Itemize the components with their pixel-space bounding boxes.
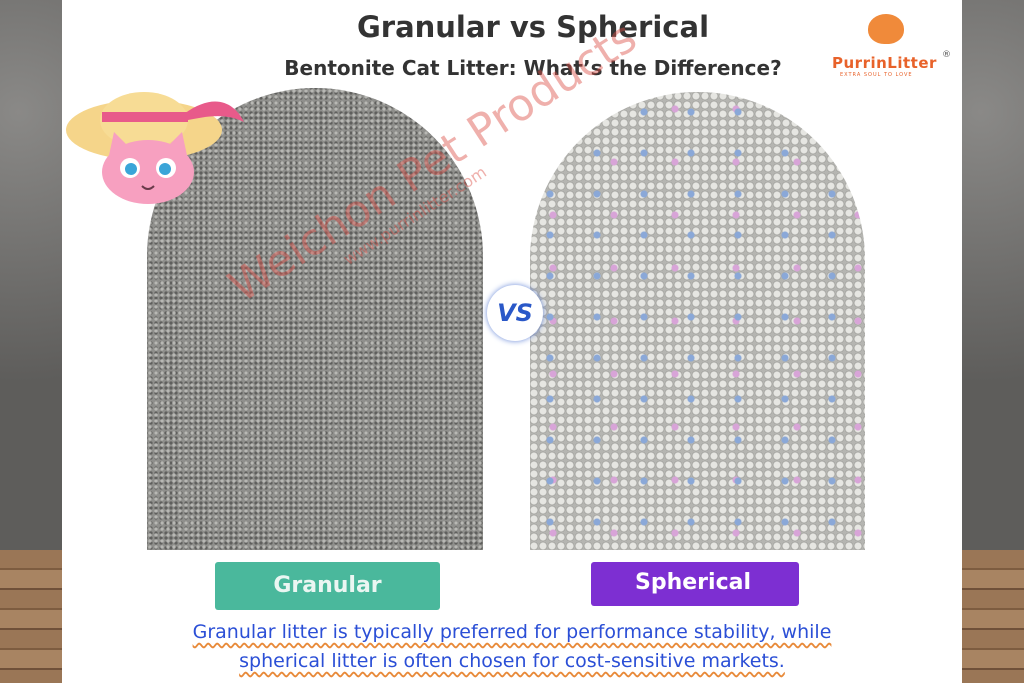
caption-line: spherical litter is often chosen for cos… — [239, 650, 785, 672]
vs-badge: VS — [487, 285, 543, 341]
subtitle: Bentonite Cat Litter: What’s the Differe… — [284, 56, 782, 80]
label-granular: Granular — [215, 562, 440, 610]
logo: PurrinLitter ® EXTRA SOUL TO LOVE — [826, 14, 956, 80]
granular-photo — [147, 88, 483, 550]
wall — [0, 0, 62, 560]
caption: Granular litter is typically preferred f… — [62, 618, 962, 676]
caption-line: Granular litter is typically preferred f… — [192, 621, 832, 643]
logo-tagline: EXTRA SOUL TO LOVE — [840, 72, 913, 78]
title: Granular vs Spherical — [356, 10, 710, 44]
label-spherical-box: Spherical — [591, 562, 799, 606]
spherical-photo — [530, 92, 865, 550]
hat-cat — [66, 92, 244, 204]
logo-icon — [868, 14, 904, 44]
label-spherical: Spherical — [635, 570, 751, 595]
wall — [962, 0, 1024, 560]
logo-mark: ® — [942, 50, 951, 60]
logo-name: PurrinLitter — [832, 54, 937, 72]
